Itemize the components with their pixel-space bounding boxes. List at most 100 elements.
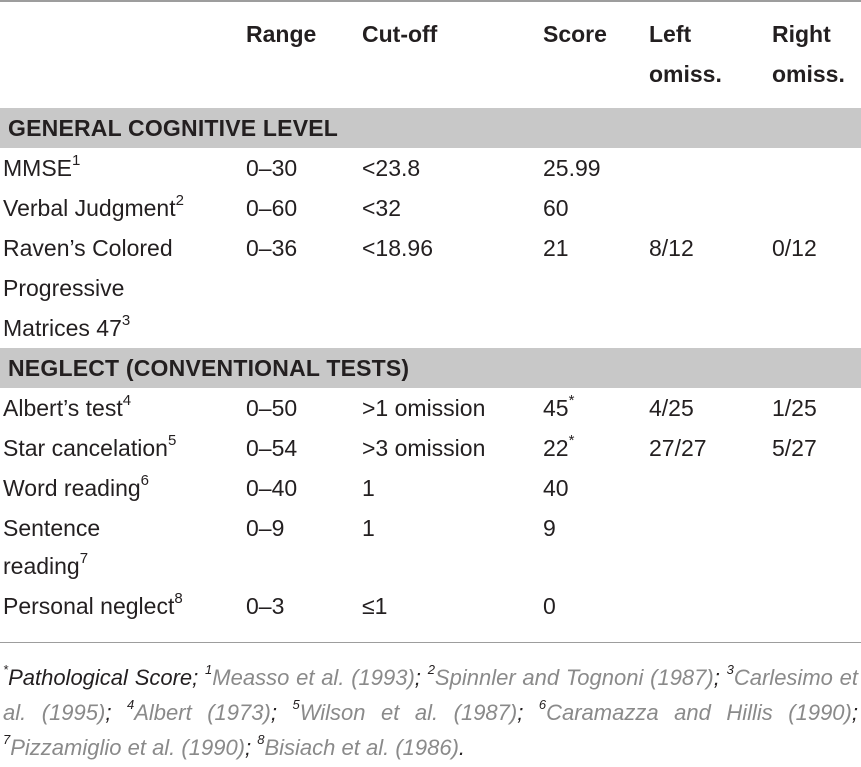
section-band-general: GENERAL COGNITIVE LEVEL bbox=[0, 108, 861, 148]
footnote-star: * bbox=[3, 661, 9, 677]
footnote-sup-6: 6 bbox=[538, 696, 547, 712]
row-star-label: Star cancelation bbox=[3, 435, 168, 461]
footnote-sep-1: ; bbox=[414, 665, 428, 690]
row-word-cutoff: 1 bbox=[362, 475, 375, 501]
footnote-sup-2: 2 bbox=[427, 661, 435, 677]
header-score: Score bbox=[543, 21, 607, 47]
footnote-sup-1: 1 bbox=[205, 661, 213, 677]
row-raven-cutoff: <18.96 bbox=[362, 235, 433, 261]
row-mmse-label: MMSE bbox=[3, 155, 72, 181]
row-mmse-sup: 1 bbox=[72, 152, 81, 170]
row-raven-label-3: Matrices 47 bbox=[3, 315, 122, 341]
row-mmse-cutoff: <23.8 bbox=[362, 155, 421, 181]
row-personal-sup: 8 bbox=[174, 590, 183, 608]
footnote-end: . bbox=[458, 735, 466, 760]
row-mmse-range: 0–30 bbox=[246, 155, 298, 181]
row-albert-name: Albert’s test4 bbox=[3, 392, 132, 422]
header-right-1: Right bbox=[772, 21, 831, 47]
row-star-score-value: 22 bbox=[543, 435, 569, 461]
row-word-range: 0–40 bbox=[246, 475, 298, 501]
footnote-ref-3: Carlesimo et al. (1995) bbox=[3, 665, 858, 725]
row-verbal-label: Verbal Judgment bbox=[3, 195, 176, 221]
footnote-ref-1: Measso et al. (1993) bbox=[212, 665, 415, 690]
section-label-general: GENERAL COGNITIVE LEVEL bbox=[8, 115, 339, 141]
row-raven-left: 8/12 bbox=[649, 235, 694, 261]
footnote-sup-4: 4 bbox=[126, 696, 135, 712]
row-personal-label: Personal neglect bbox=[3, 593, 175, 619]
header-left-2: omiss. bbox=[649, 61, 722, 87]
row-word-sup: 6 bbox=[140, 472, 149, 490]
row-raven-range: 0–36 bbox=[246, 235, 298, 261]
row-star-name: Star cancelation5 bbox=[3, 432, 177, 462]
footnote-sup-8: 8 bbox=[257, 731, 265, 747]
row-albert-label: Albert’s test bbox=[3, 395, 123, 421]
footnote-sep-4: ; bbox=[270, 700, 293, 725]
row-raven-name-2: Progressive bbox=[3, 275, 125, 301]
row-albert-right: 1/25 bbox=[772, 395, 817, 421]
header-range: Range bbox=[246, 21, 317, 47]
table-bottom-rule bbox=[0, 642, 861, 643]
row-star-score-star: * bbox=[568, 432, 575, 450]
footnote-sep-5: ; bbox=[517, 700, 539, 725]
footnote-sep-2: ; bbox=[713, 665, 727, 690]
row-verbal-sup: 2 bbox=[175, 192, 184, 210]
footnote-sup-5: 5 bbox=[292, 696, 300, 712]
row-sentence-range: 0–9 bbox=[246, 515, 285, 541]
row-sentence-sup: 7 bbox=[79, 550, 89, 568]
row-personal-score: 0 bbox=[543, 593, 556, 619]
row-word-label: Word reading bbox=[3, 475, 141, 501]
row-sentence-label-2: reading bbox=[3, 553, 80, 579]
row-sentence-name-2: reading7 bbox=[3, 550, 89, 580]
row-raven-name-3: Matrices 473 bbox=[3, 312, 131, 342]
row-mmse-score: 25.99 bbox=[543, 155, 601, 181]
row-raven-score: 21 bbox=[543, 235, 569, 261]
row-mmse-name: MMSE1 bbox=[3, 152, 81, 182]
row-star-right: 5/27 bbox=[772, 435, 817, 461]
row-word-score: 40 bbox=[543, 475, 569, 501]
row-albert-score-star: * bbox=[568, 392, 575, 410]
row-star-left: 27/27 bbox=[649, 435, 707, 461]
row-sentence-name-1: Sentence bbox=[3, 515, 101, 541]
row-raven-right: 0/12 bbox=[772, 235, 817, 261]
footnote-ref-4: Albert (1973) bbox=[134, 700, 271, 725]
footnote-ref-6: Caramazza and Hillis (1990) bbox=[546, 700, 852, 725]
row-star-cutoff: >3 omission bbox=[362, 435, 486, 461]
footnote-sup-3: 3 bbox=[726, 661, 734, 677]
footnote-sep-3: ; bbox=[105, 700, 127, 725]
row-albert-score-value: 45 bbox=[543, 395, 569, 421]
row-verbal-cutoff: <32 bbox=[362, 195, 402, 221]
row-albert-left: 4/25 bbox=[649, 395, 694, 421]
row-albert-score: 45* bbox=[543, 392, 575, 422]
footnote-sep-6: ; bbox=[851, 700, 858, 725]
footnote-ref-5: Wilson et al. (1987) bbox=[299, 700, 518, 725]
section-label-neglect: NEGLECT (CONVENTIONAL TESTS) bbox=[8, 355, 410, 381]
section-band-neglect: NEGLECT (CONVENTIONAL TESTS) bbox=[0, 348, 861, 388]
row-raven-sup: 3 bbox=[121, 312, 131, 330]
row-sentence-score: 9 bbox=[543, 515, 556, 541]
row-word-name: Word reading6 bbox=[3, 472, 149, 502]
footnote-pathological: Pathological Score; bbox=[8, 665, 206, 690]
row-raven-name-1: Raven’s Colored bbox=[3, 235, 173, 261]
header-right-2: omiss. bbox=[772, 61, 845, 87]
row-star-sup: 5 bbox=[167, 432, 177, 450]
footnote-ref-8: Bisiach et al. (1986) bbox=[264, 735, 459, 760]
row-star-score: 22* bbox=[543, 432, 575, 462]
row-verbal-score: 60 bbox=[543, 195, 569, 221]
table-footnote: *Pathological Score; 1Measso et al. (199… bbox=[3, 660, 858, 765]
footnote-ref-2: Spinnler and Tognoni (1987) bbox=[434, 665, 714, 690]
row-personal-name: Personal neglect8 bbox=[3, 590, 183, 620]
header-left-1: Left bbox=[649, 21, 692, 47]
row-albert-sup: 4 bbox=[122, 392, 132, 410]
row-star-range: 0–54 bbox=[246, 435, 298, 461]
footnote-sep-7: ; bbox=[245, 735, 258, 760]
footnote-ref-7: Pizzamiglio et al. (1990) bbox=[10, 735, 246, 760]
footnote-sup-7: 7 bbox=[3, 731, 11, 747]
row-personal-cutoff: ≤1 bbox=[362, 593, 388, 619]
row-verbal-range: 0–60 bbox=[246, 195, 298, 221]
row-verbal-name: Verbal Judgment2 bbox=[3, 192, 184, 222]
row-sentence-cutoff: 1 bbox=[362, 515, 375, 541]
row-personal-range: 0–3 bbox=[246, 593, 285, 619]
header-cutoff: Cut-off bbox=[362, 21, 438, 47]
row-albert-range: 0–50 bbox=[246, 395, 298, 421]
table-top-rule bbox=[0, 0, 861, 2]
